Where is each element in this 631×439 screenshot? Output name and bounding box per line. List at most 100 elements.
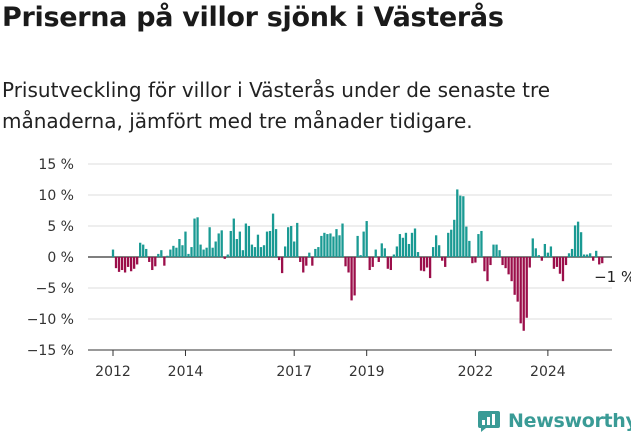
bar (323, 232, 326, 257)
bar (326, 234, 329, 257)
bar (438, 245, 441, 257)
bar (280, 257, 284, 274)
bar (489, 257, 492, 266)
bar (425, 257, 429, 268)
bar (386, 257, 389, 269)
bar (534, 248, 537, 257)
y-tick-label: 0 % (47, 250, 74, 266)
bar (401, 237, 405, 257)
y-tick-label: 10 % (38, 188, 74, 204)
bar (211, 247, 214, 257)
bar (567, 253, 571, 257)
bar (431, 247, 435, 257)
bar (145, 248, 148, 257)
bar (169, 249, 172, 257)
y-tick-label: 5 % (47, 219, 74, 235)
bar (172, 245, 175, 257)
bar (465, 226, 468, 257)
bar (359, 255, 362, 257)
bar (549, 246, 553, 257)
bar (434, 235, 438, 257)
bar (154, 257, 157, 267)
newsworthy-logo[interactable]: Newsworthy (477, 409, 631, 433)
bar (187, 253, 190, 257)
bar (410, 232, 414, 257)
bar (498, 250, 501, 257)
bar (271, 213, 275, 257)
bar (589, 253, 592, 257)
x-tick-label: 2019 (349, 364, 385, 380)
bar (592, 257, 595, 261)
bar (139, 242, 142, 257)
bar (148, 257, 151, 262)
bar (184, 231, 187, 257)
chart-title: Priserna på villor sjönk i Västerås (2, 2, 504, 33)
bar (477, 234, 480, 257)
bar (226, 254, 229, 257)
bar (120, 257, 124, 271)
y-tick-label: −5 % (36, 281, 74, 297)
bar (250, 244, 254, 257)
annotation-label: −1 % (594, 268, 631, 286)
bar (247, 226, 251, 257)
bar (314, 248, 317, 257)
y-tick-label: −10 % (27, 312, 74, 328)
bar (223, 257, 226, 259)
bar (232, 218, 235, 257)
bar (495, 244, 498, 257)
chart-subtitle: Prisutveckling för villor i Västerås und… (2, 78, 551, 133)
bar (262, 245, 266, 257)
x-tick-label: 2017 (276, 364, 312, 380)
bar (579, 232, 583, 257)
bar (362, 231, 365, 257)
bar (428, 257, 432, 279)
bar (114, 257, 118, 269)
bar (456, 189, 459, 257)
bar (483, 257, 486, 272)
bar (398, 234, 402, 257)
bar (501, 257, 504, 266)
brand-name: Newsworthy (508, 410, 631, 432)
y-tick-label: 15 % (38, 157, 74, 173)
bar (582, 254, 586, 257)
bar (217, 233, 220, 257)
bar (244, 223, 248, 257)
bar (290, 226, 293, 257)
bar (283, 246, 287, 257)
bar (157, 253, 160, 257)
bar (241, 250, 245, 257)
bar (404, 232, 408, 257)
bars (111, 189, 604, 331)
bar (416, 252, 420, 257)
bar (513, 257, 516, 295)
bar (459, 195, 462, 257)
bar (302, 257, 305, 273)
bar (305, 257, 308, 266)
bar (268, 230, 272, 257)
bar (229, 230, 232, 257)
bar (166, 255, 169, 257)
x-tick-label: 2022 (458, 364, 494, 380)
bar (350, 257, 353, 301)
x-axis: 2012 2014 2017 2019 2022 2024 (88, 349, 612, 380)
bar (558, 257, 562, 274)
bar (389, 257, 392, 271)
bar (136, 257, 139, 265)
bar (447, 232, 450, 257)
bar (468, 240, 471, 257)
bar (573, 225, 577, 257)
bar (329, 233, 332, 257)
bar (202, 249, 205, 257)
bar (383, 248, 386, 257)
bar (338, 235, 341, 257)
bar (151, 257, 154, 271)
bar (371, 257, 374, 267)
bar (308, 252, 311, 257)
bar (422, 257, 426, 272)
bar (160, 250, 163, 257)
bar (585, 254, 589, 257)
bar (205, 247, 208, 257)
bar (519, 257, 522, 324)
bar (374, 249, 377, 257)
